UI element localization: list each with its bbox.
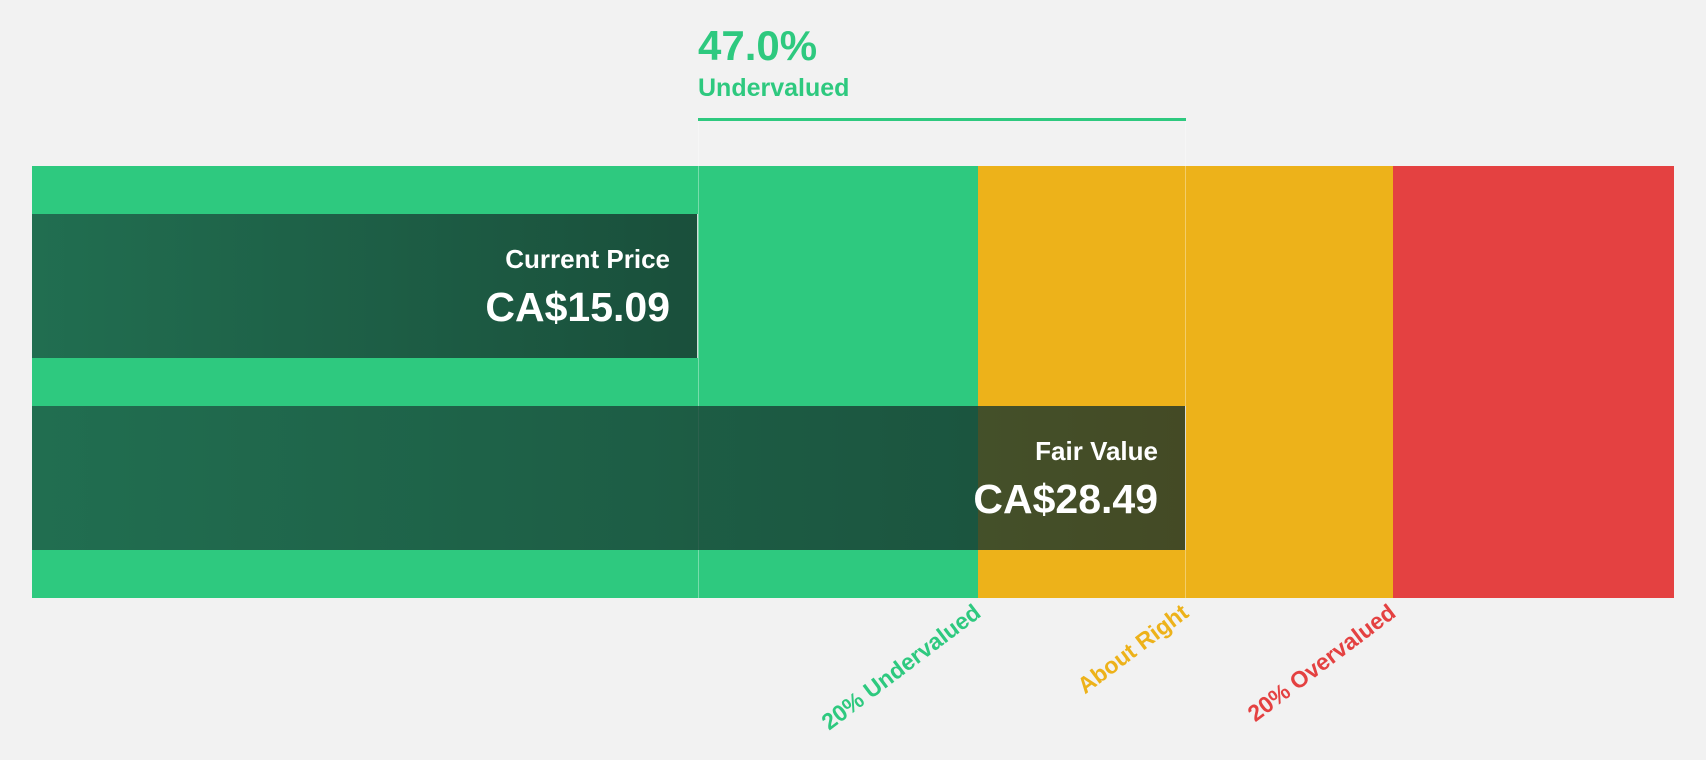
axis-label-undervalued: 20% Undervalued bbox=[816, 598, 986, 735]
current-price-label: Current Price bbox=[505, 244, 670, 274]
bar-edge bbox=[1185, 406, 1186, 550]
undervalued-percent: 47.0% bbox=[698, 22, 818, 69]
current-price-value: CA$15.09 bbox=[485, 284, 670, 330]
zone-overvalued bbox=[1393, 166, 1674, 598]
fair-value-value: CA$28.49 bbox=[973, 476, 1158, 522]
fair-value-marker bbox=[1185, 121, 1186, 598]
fair-value-label: Fair Value bbox=[1035, 436, 1158, 466]
fair-value-bar: Fair Value CA$28.49 bbox=[32, 406, 1186, 550]
current-price-bar: Current Price CA$15.09 bbox=[32, 214, 698, 358]
axis-label-about-right: About Right bbox=[1072, 598, 1194, 699]
current-price-marker bbox=[698, 121, 699, 598]
valuation-status: Undervalued bbox=[698, 74, 850, 102]
difference-indicator-line bbox=[698, 118, 1186, 121]
bar-edge bbox=[697, 214, 698, 358]
axis-label-overvalued: 20% Overvalued bbox=[1242, 598, 1401, 727]
